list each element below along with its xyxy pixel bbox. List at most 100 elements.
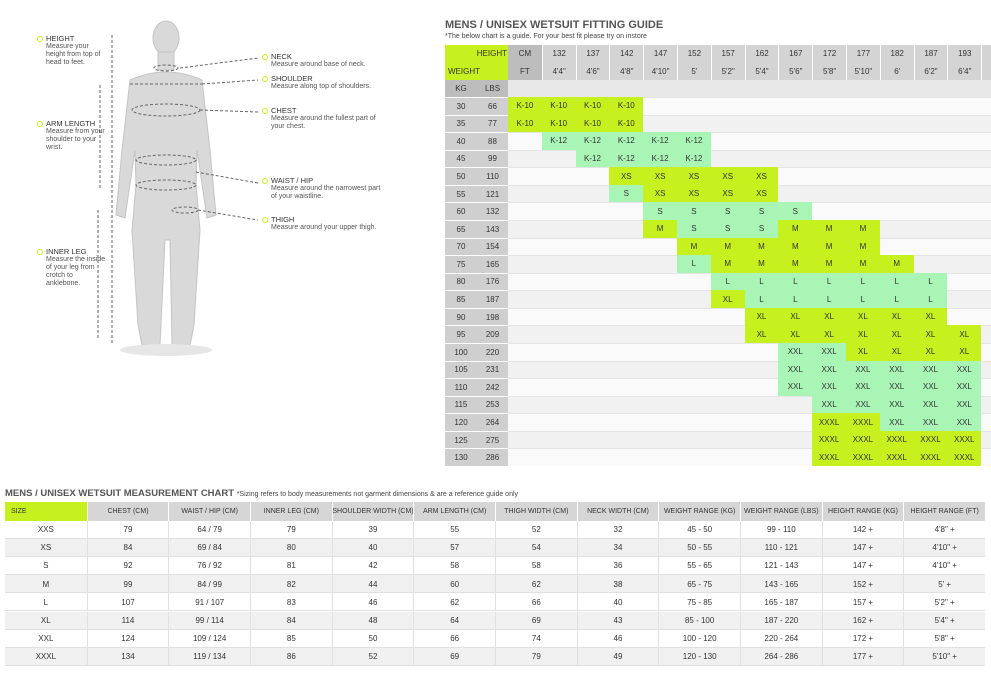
table-cell: S <box>43 561 49 571</box>
height-cm: 177 <box>846 45 880 63</box>
size-cell: M <box>778 237 813 256</box>
table-cell: 32 <box>576 520 659 539</box>
table-cell: 48 <box>331 611 414 630</box>
height-ft: 5'6" <box>778 62 813 80</box>
weight-lbs: 264 <box>477 413 508 431</box>
table-cell: 187 - 220 <box>740 611 822 630</box>
size-cell: XL <box>913 325 948 343</box>
size-cell: K-12 <box>643 132 677 150</box>
table-cell: 4'10" + <box>903 556 985 576</box>
guide-item: ARM LENGTH Measure from your shoulder to … <box>46 120 108 152</box>
weight-lbs: 275 <box>477 430 508 449</box>
size-cell: XL <box>879 325 914 343</box>
weight-kg: 110 <box>445 378 477 396</box>
table-cell: XS <box>40 543 52 553</box>
size-cell: XXL <box>846 395 880 414</box>
table-cell: 79 <box>86 520 169 539</box>
size-cell: XS <box>643 167 677 185</box>
height-cm: 162 <box>744 45 779 63</box>
table-cell: 46 <box>576 629 659 648</box>
guide-item: THIGH Measure around your upper thigh. <box>271 216 381 232</box>
size-cell: L <box>812 290 846 308</box>
weight-kg: 65 <box>445 219 477 238</box>
guide-text: Measure the inside of your leg from crot… <box>46 256 106 287</box>
size-cell: XS <box>609 167 644 185</box>
height-ft: 6'4" <box>947 62 982 80</box>
guide-label: SHOULDER <box>271 74 313 83</box>
table-cell: XXXL <box>35 652 57 662</box>
size-cell: XXL <box>812 378 846 396</box>
table-cell: 162 + <box>821 611 904 630</box>
guide-text: Measure your height from top of head to … <box>46 43 101 66</box>
weight-kg: 130 <box>445 448 477 466</box>
weight-lbs: 77 <box>477 114 508 133</box>
weight-lbs: 121 <box>477 184 508 203</box>
size-cell: XL <box>846 342 880 361</box>
size-cell: XXL <box>947 360 982 379</box>
corner <box>445 45 509 80</box>
weight-lbs: 143 <box>477 219 508 238</box>
size-cell: XXL <box>812 360 846 379</box>
size-cell: XXXL <box>947 430 982 449</box>
height-cm: 172 <box>812 45 846 63</box>
size-cell: L <box>677 255 711 273</box>
size-cell: XXXL <box>812 413 846 431</box>
guide-item: NECK Measure around base of neck. <box>271 53 381 69</box>
height-ft: 5'10" <box>846 62 880 80</box>
weight-lbs: 209 <box>477 325 508 343</box>
table-cell: 40 <box>576 593 659 612</box>
size-cell: XXXL <box>879 430 914 449</box>
column-header: WEIGHT RANGE (KG) <box>658 502 740 521</box>
table-cell: 83 <box>250 593 332 612</box>
size-cell: S <box>778 202 813 220</box>
table-cell: 107 <box>86 593 169 612</box>
lbs-label: LBS <box>477 80 508 97</box>
size-cell: XL <box>947 342 982 361</box>
size-cell: L <box>879 290 914 308</box>
size-cell: XL <box>778 307 813 326</box>
table-cell: 58 <box>413 556 495 576</box>
table-cell: 5' + <box>903 575 985 594</box>
size-cell: M <box>778 219 813 238</box>
table-cell: 80 <box>250 538 332 557</box>
weight-kg: 85 <box>445 290 477 308</box>
size-cell: K-10 <box>609 114 644 133</box>
table-cell: 74 <box>495 629 577 648</box>
size-cell: XXL <box>913 360 948 379</box>
size-cell: K-10 <box>541 97 576 115</box>
chart-title: MENS / UNISEX WETSUIT MEASUREMENT CHART <box>5 488 235 499</box>
guide-text: Measure around base of neck. <box>271 61 366 68</box>
table-cell: 85 - 100 <box>658 611 740 630</box>
table-cell: 66 <box>495 593 577 612</box>
table-cell: 54 <box>495 538 577 557</box>
height-ft: 4'8" <box>609 62 644 80</box>
size-cell: XL <box>913 342 948 361</box>
table-cell: 84 / 99 <box>168 575 250 594</box>
size-cell: XXL <box>778 378 813 396</box>
table-cell: 44 <box>331 575 414 594</box>
size-cell: XL <box>947 325 982 343</box>
table-cell: 65 - 75 <box>658 575 740 594</box>
table-cell: M <box>42 579 50 589</box>
weight-lbs: 132 <box>477 202 508 220</box>
table-cell: 91 / 107 <box>168 593 250 612</box>
bullet <box>37 36 43 42</box>
weight-kg: 50 <box>445 167 477 185</box>
table-cell: 39 <box>331 520 414 539</box>
weight-kg: 55 <box>445 184 477 203</box>
size-cell: L <box>812 272 846 291</box>
size-cell: XL <box>879 342 914 361</box>
column-header: THIGH WIDTH (CM) <box>495 502 577 521</box>
table-cell: L <box>43 597 49 607</box>
column-header: WEIGHT RANGE (LBS) <box>740 502 822 521</box>
size-cell: XL <box>744 325 779 343</box>
weight-lbs: 286 <box>477 448 508 466</box>
table-cell: 119 / 134 <box>168 647 250 667</box>
size-cell: M <box>643 219 677 238</box>
size-cell: M <box>710 255 745 273</box>
table-cell: 5'8" + <box>903 629 985 648</box>
size-cell: M <box>710 237 745 256</box>
weight-kg: 80 <box>445 272 477 291</box>
size-cell: M <box>778 255 813 273</box>
table-cell: 45 - 50 <box>658 520 740 539</box>
